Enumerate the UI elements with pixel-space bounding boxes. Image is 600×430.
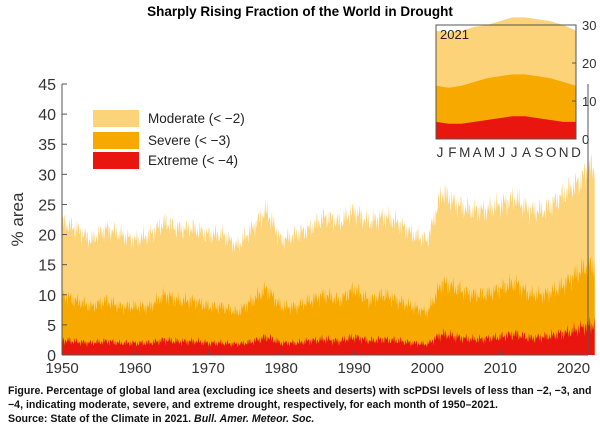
x-tick-label: 1970 — [191, 360, 224, 377]
x-tick-label: 2000 — [411, 360, 444, 377]
inset-y-tick-label: 10 — [582, 94, 596, 109]
legend-swatch — [93, 132, 139, 149]
inset-y-tick-label: 0 — [582, 132, 589, 147]
inset-month-label: J — [437, 145, 444, 160]
x-tick-label: 2010 — [484, 360, 517, 377]
inset-month-label: F — [448, 145, 456, 160]
inset-y-tick-label: 20 — [582, 56, 596, 71]
legend-label: Severe (< −3) — [148, 133, 231, 148]
y-tick-label: 0 — [47, 348, 56, 365]
y-tick-label: 5 — [47, 318, 56, 335]
figure-caption: Figure. Percentage of global land area (… — [8, 384, 596, 426]
chart-title: Sharply Rising Fraction of the World in … — [147, 4, 453, 19]
inset-month-label: M — [459, 145, 470, 160]
legend-swatch — [93, 152, 139, 169]
inset-month-label: A — [522, 145, 531, 160]
y-axis-label: % area — [8, 192, 27, 246]
x-tick-label: 1950 — [45, 360, 78, 377]
y-tick-label: 45 — [38, 77, 56, 94]
caption-journal: Bull. Amer. Meteor. Soc. — [194, 413, 315, 425]
inset-frame — [435, 24, 577, 140]
inset-month-label: A — [473, 145, 482, 160]
inset-month-label: S — [534, 145, 543, 160]
y-tick-label: 25 — [38, 197, 56, 214]
inset-title: 2021 — [440, 27, 469, 42]
inset-month-label: J — [511, 145, 518, 160]
series-area-severe — [62, 254, 595, 355]
legend-entry: Severe (< −3) — [93, 132, 231, 149]
legend-entry: Moderate (< −2) — [93, 110, 245, 127]
inset-month-label: J — [498, 145, 505, 160]
inset-y-tick-label: 30 — [582, 18, 596, 33]
legend-label: Extreme (< −4) — [148, 153, 238, 168]
y-tick-label: 20 — [38, 228, 56, 245]
y-tick-label: 10 — [38, 288, 56, 305]
caption-text: Figure. Percentage of global land area (… — [8, 385, 592, 411]
legend-entry: Extreme (< −4) — [93, 152, 238, 169]
inset-month-label: N — [559, 145, 569, 160]
inset-month-label: O — [546, 145, 557, 160]
x-tick-label: 2020 — [557, 360, 590, 377]
inset-area-extreme — [436, 116, 576, 139]
x-tick-label: 1960 — [118, 360, 151, 377]
y-tick-label: 40 — [38, 107, 56, 124]
y-tick-label: 15 — [38, 258, 56, 275]
legend-swatch — [93, 110, 139, 127]
legend-label: Moderate (< −2) — [148, 111, 245, 126]
inset-month-label: M — [484, 145, 495, 160]
inset-month-label: D — [571, 145, 581, 160]
main-plot: 0 5 10 15 20 25 30 35 40 45 1950 1960 1970 1980 1990 20… — [8, 77, 595, 377]
drought-chart: 0 5 10 15 20 25 30 35 40 45 1950 1960 1970 1980 1990 20… — [8, 17, 596, 377]
x-tick-label: 1980 — [264, 360, 297, 377]
y-tick-label: 35 — [38, 137, 56, 154]
caption-source: Source: State of the Climate in 2021. — [8, 413, 192, 425]
y-tick-label: 30 — [38, 167, 56, 184]
x-tick-label: 1990 — [338, 360, 371, 377]
series-area-extreme — [62, 316, 595, 355]
